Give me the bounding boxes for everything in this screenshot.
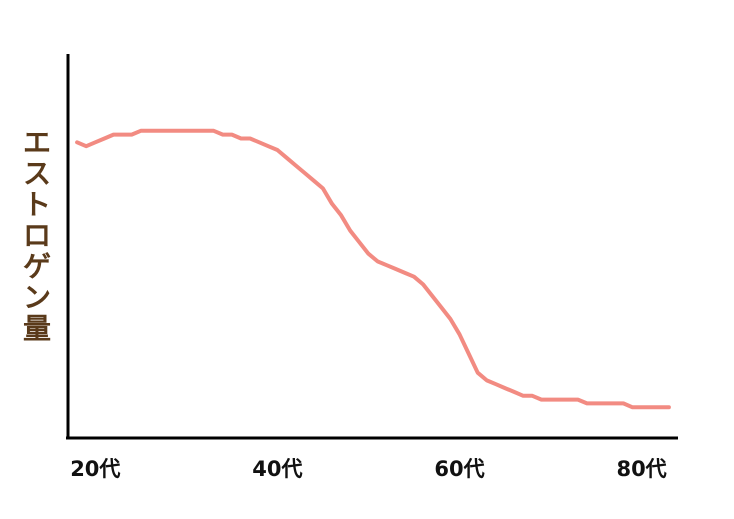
y-axis-label: エストロゲン量 [23,126,51,345]
x-tick-label: 40代 [252,457,302,481]
x-tick-label: 80代 [616,457,666,481]
x-tick-label: 20代 [70,457,120,481]
x-tick-labels: 20代 40代 60代 80代 [70,457,667,481]
series-line-estrogen [75,128,671,410]
x-tick-label: 60代 [434,457,484,481]
